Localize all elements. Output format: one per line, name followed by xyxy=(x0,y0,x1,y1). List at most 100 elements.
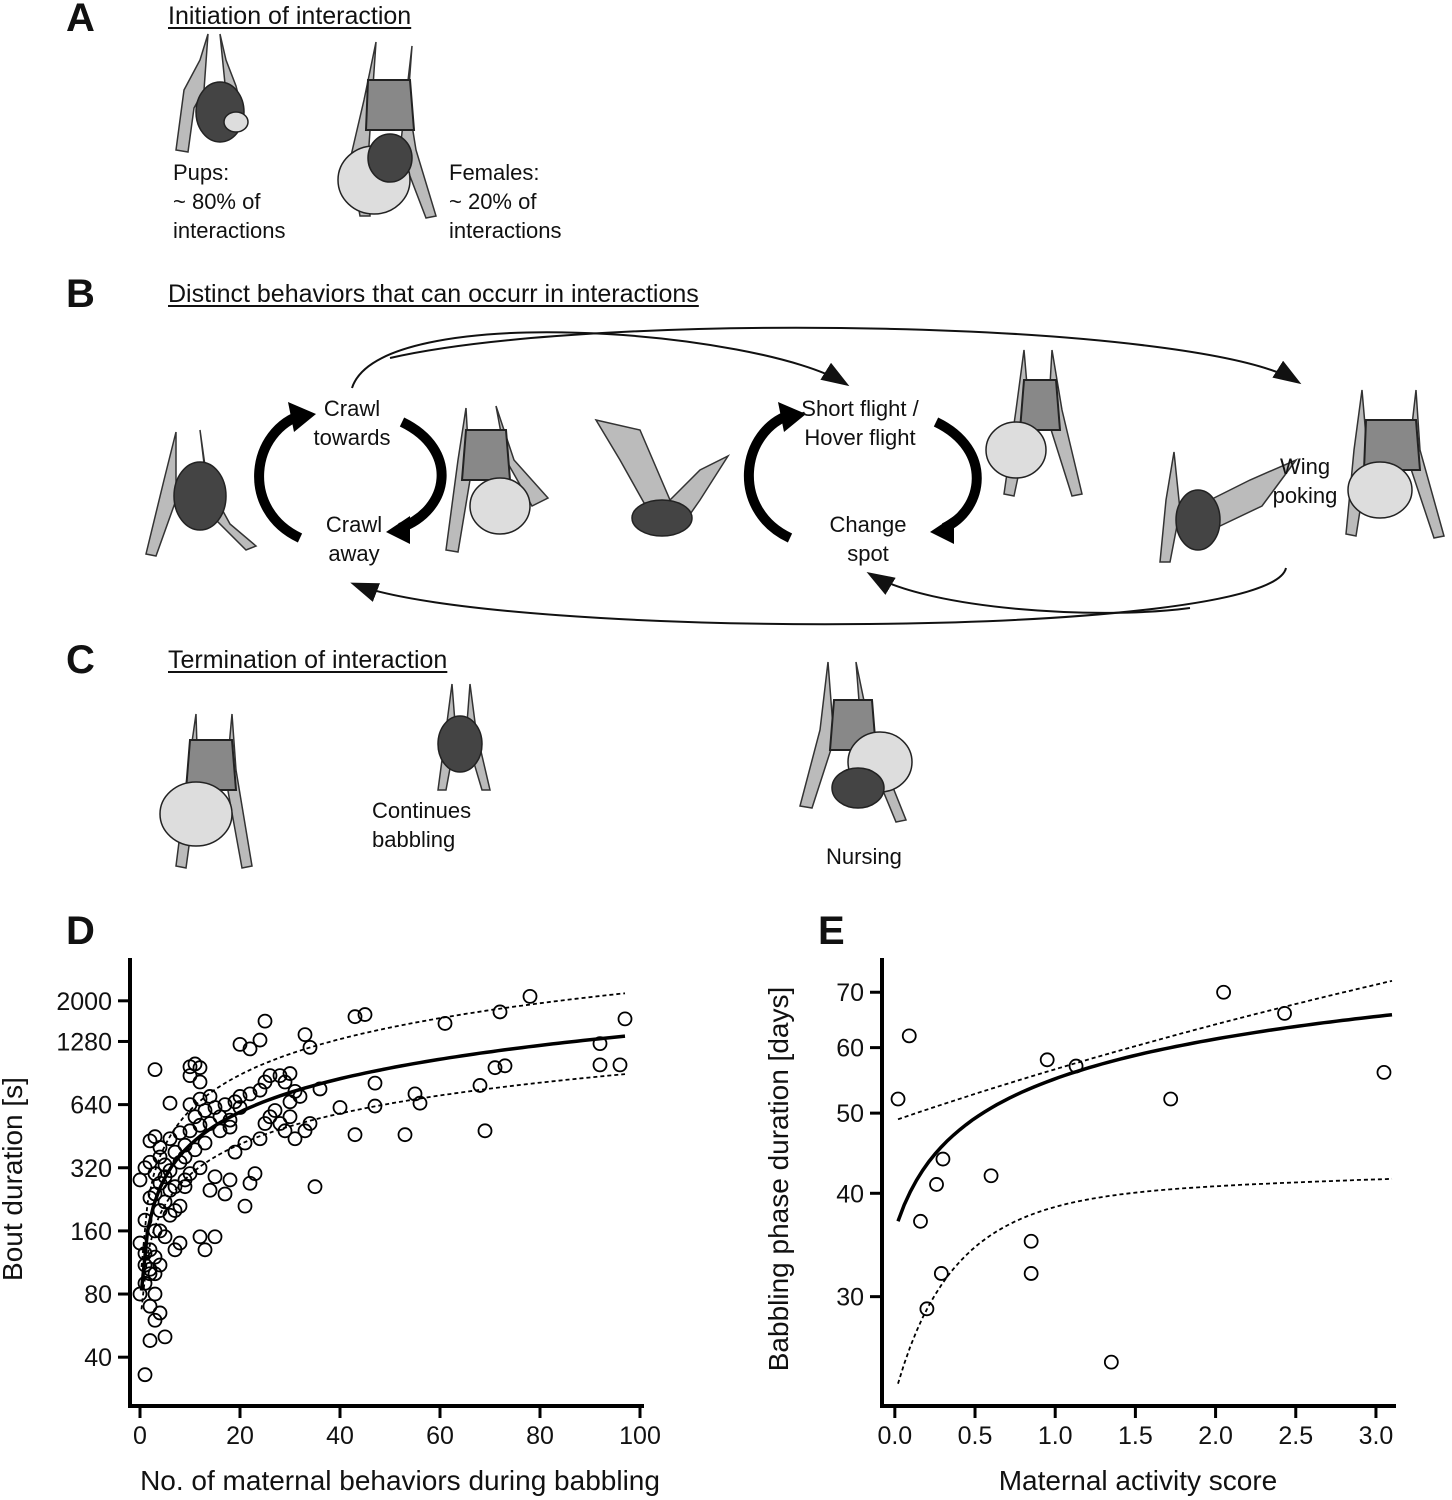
data-point xyxy=(152,1203,168,1218)
panel-letter-d: D xyxy=(66,909,95,953)
data-point xyxy=(142,1242,158,1258)
x-tick-label: 1.0 xyxy=(1038,1422,1073,1450)
fit-line xyxy=(139,1034,626,1291)
x-tick-label: 60 xyxy=(426,1422,454,1450)
confidence-lower xyxy=(897,1177,1393,1384)
x-tick-label: 2.5 xyxy=(1278,1422,1313,1450)
data-point xyxy=(1376,1065,1392,1080)
data-point xyxy=(1103,1354,1119,1370)
data-point xyxy=(192,1117,208,1133)
data-point xyxy=(187,1142,203,1158)
data-point xyxy=(177,1179,193,1195)
data-point xyxy=(983,1168,999,1184)
data-point xyxy=(167,1203,183,1218)
data-point xyxy=(935,1151,951,1167)
bold-arrow-right-flight xyxy=(933,417,982,533)
data-point xyxy=(287,1131,303,1147)
data-point xyxy=(157,1157,173,1173)
pup-bat-poking-b xyxy=(1159,451,1299,563)
data-point xyxy=(192,1060,208,1076)
data-point xyxy=(237,1198,253,1214)
data-point xyxy=(477,1123,493,1139)
label-continues-line1: Continues xyxy=(372,798,472,823)
data-point xyxy=(1023,1233,1039,1249)
data-point xyxy=(1163,1091,1179,1107)
data-point xyxy=(367,1075,383,1091)
data-point xyxy=(282,1109,298,1125)
behavior-diagram xyxy=(145,326,1445,626)
panel-letter-c: C xyxy=(66,638,95,682)
data-point xyxy=(492,1004,508,1020)
data-point xyxy=(197,1242,213,1258)
label-continues: Continues babbling xyxy=(372,796,471,854)
pup-bat-left-b xyxy=(145,429,258,557)
data-point xyxy=(222,1119,238,1135)
data-point xyxy=(192,1229,208,1245)
y-tick-label: 1280 xyxy=(56,1028,112,1056)
confidence-upper xyxy=(897,980,1393,1121)
data-point xyxy=(172,1125,188,1141)
data-point xyxy=(167,1179,183,1195)
x-tick-label: 80 xyxy=(526,1422,554,1450)
arrow-poking-to-crawlaway xyxy=(350,567,1287,626)
data-point xyxy=(142,1154,158,1170)
data-point xyxy=(172,1235,188,1251)
data-point xyxy=(297,1027,313,1043)
females-percent: ~ 20% of xyxy=(449,189,537,214)
female-bat-illustration xyxy=(337,41,437,219)
data-point xyxy=(612,1057,628,1073)
data-point xyxy=(437,1016,453,1031)
y-tick-label: 80 xyxy=(84,1281,112,1309)
female-bat-mid-b xyxy=(445,405,550,553)
x-tick-label: 20 xyxy=(226,1422,254,1450)
panel-letter-e: E xyxy=(818,909,845,953)
data-point xyxy=(919,1301,935,1317)
data-point xyxy=(592,1036,608,1052)
data-point xyxy=(142,1333,158,1348)
label-crawl-towards-line2: towards xyxy=(313,425,391,450)
data-point xyxy=(1277,1005,1292,1021)
data-point xyxy=(247,1166,263,1182)
data-point xyxy=(522,988,538,1004)
label-wing-poking: Wing poking xyxy=(1262,452,1348,510)
data-point xyxy=(1039,1052,1055,1068)
data-point xyxy=(252,1032,268,1048)
data-point xyxy=(192,1091,208,1107)
data-point xyxy=(137,1160,153,1176)
label-short-flight-line1: Short flight / xyxy=(801,396,919,421)
data-point xyxy=(347,1127,363,1143)
data-point xyxy=(212,1123,228,1139)
data-point xyxy=(182,1059,198,1075)
data-point xyxy=(137,1257,153,1273)
data-point xyxy=(152,1140,168,1155)
data-point xyxy=(147,1062,163,1077)
data-point xyxy=(302,1039,318,1055)
data-point xyxy=(152,1257,168,1273)
label-change-spot-line1: Change xyxy=(829,512,907,537)
label-wing-poking-line2: poking xyxy=(1272,483,1338,508)
x-tick-label: 3.0 xyxy=(1359,1422,1394,1450)
data-point xyxy=(913,1213,928,1229)
data-point xyxy=(142,1190,158,1206)
pups-label: Pups: xyxy=(173,160,230,185)
data-point xyxy=(152,1305,168,1321)
females-label: Females: xyxy=(449,160,540,185)
label-crawl-towards: Crawl towards xyxy=(300,394,404,452)
data-point xyxy=(132,1172,148,1188)
pup-bat-illustration xyxy=(175,33,249,153)
label-change-spot-line2: spot xyxy=(847,541,889,566)
label-short-flight: Short flight / Hover flight xyxy=(790,394,930,452)
data-point xyxy=(152,1149,168,1165)
female-bat-right-b xyxy=(985,349,1083,497)
x-tick-label: 1.5 xyxy=(1118,1422,1153,1450)
y-tick-label: 640 xyxy=(70,1092,112,1120)
termination-illustrations xyxy=(159,661,913,869)
fit-line xyxy=(896,1012,1393,1222)
data-point xyxy=(307,1179,323,1195)
data-point xyxy=(592,1057,608,1073)
panel-letter-a: A xyxy=(66,0,95,40)
flying-bat-b xyxy=(594,418,731,537)
data-point xyxy=(272,1068,288,1084)
data-point xyxy=(933,1266,949,1281)
arrow-crawl-to-poking xyxy=(389,326,1302,385)
